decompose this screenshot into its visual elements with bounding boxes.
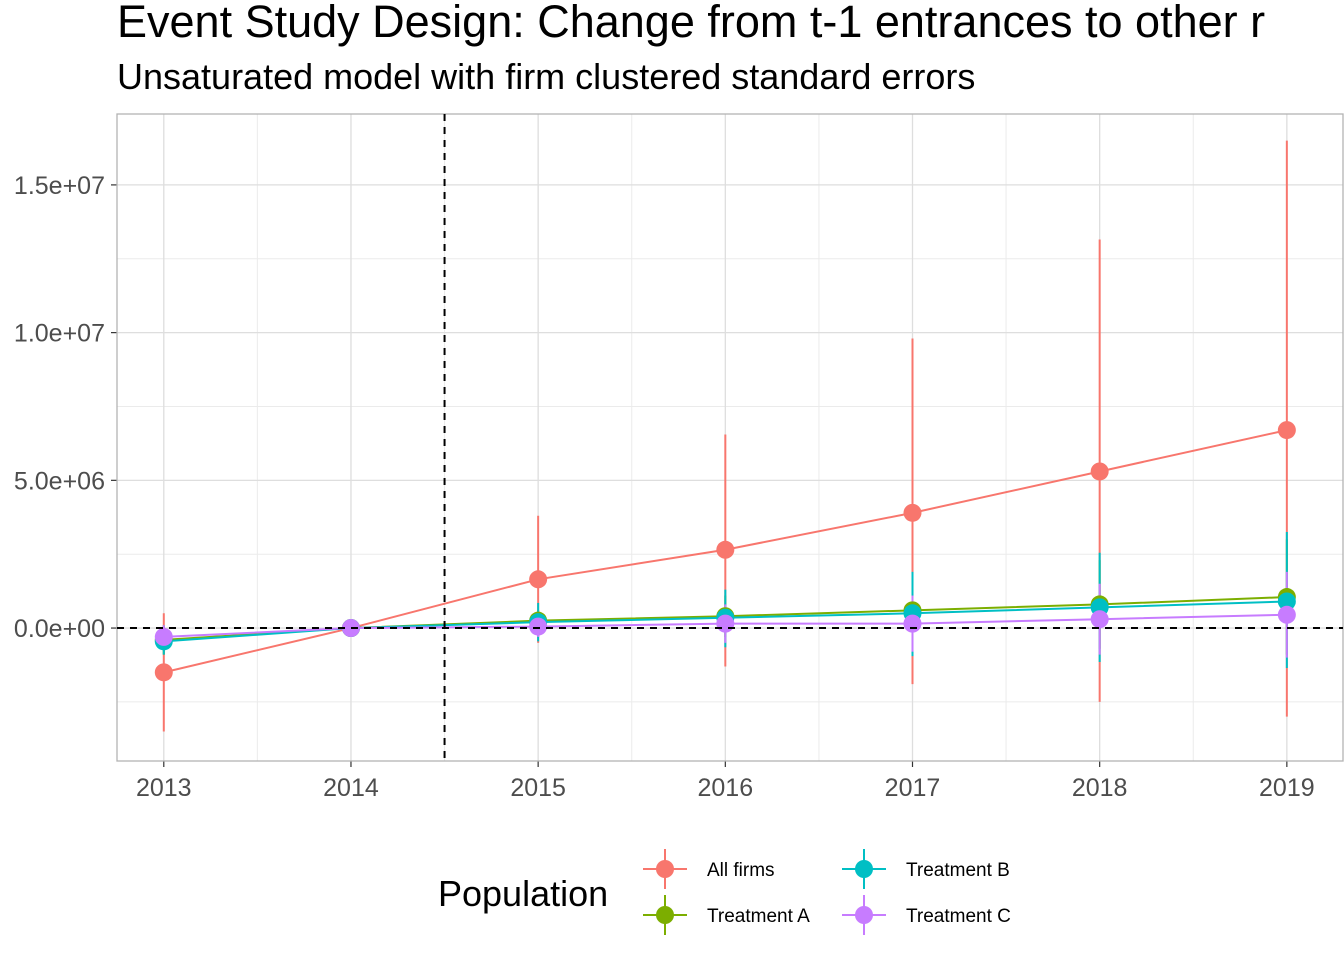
data-point bbox=[716, 540, 735, 559]
legend-key-point bbox=[855, 906, 873, 924]
x-tick-label: 2017 bbox=[885, 774, 941, 802]
legend-label: Treatment B bbox=[906, 860, 1010, 881]
x-tick-label: 2013 bbox=[136, 774, 192, 802]
legend-key-point bbox=[656, 906, 674, 924]
plot-panel bbox=[117, 114, 1343, 761]
y-tick-label: 1.5e+07 bbox=[14, 172, 105, 200]
y-tick-label: 1.0e+07 bbox=[14, 320, 105, 348]
y-tick-label: 5.0e+06 bbox=[14, 467, 105, 495]
data-point bbox=[903, 614, 922, 633]
chart-title: Event Study Design: Change from t-1 entr… bbox=[117, 0, 1266, 47]
legend-title: Population bbox=[438, 873, 608, 914]
legend-label: Treatment C bbox=[906, 906, 1011, 927]
x-tick-label: 2016 bbox=[698, 774, 754, 802]
legend-label: All firms bbox=[707, 860, 775, 881]
plot-border bbox=[116, 113, 1344, 762]
data-point bbox=[1277, 592, 1296, 611]
legend: Population All firms Treatment A Treatment … bbox=[438, 849, 1011, 935]
data-point bbox=[529, 617, 548, 636]
x-tick-label: 2019 bbox=[1259, 774, 1315, 802]
data-point bbox=[1277, 421, 1296, 440]
legend-key-point bbox=[656, 860, 674, 878]
x-tick-label: 2014 bbox=[323, 774, 379, 802]
legend-key bbox=[643, 849, 687, 889]
data-point bbox=[154, 627, 173, 646]
data-point bbox=[529, 570, 548, 589]
data-point bbox=[341, 619, 360, 638]
data-point bbox=[1277, 605, 1296, 624]
data-point bbox=[154, 663, 173, 682]
legend-label: Treatment A bbox=[707, 906, 810, 927]
legend-key bbox=[842, 895, 886, 935]
x-tick-label: 2015 bbox=[510, 774, 566, 802]
legend-key bbox=[643, 895, 687, 935]
data-point bbox=[1090, 462, 1109, 481]
x-tick-label: 2018 bbox=[1072, 774, 1128, 802]
chart-subtitle: Unsaturated model with firm clustered st… bbox=[117, 56, 976, 97]
y-tick-label: 0.0e+00 bbox=[14, 615, 105, 643]
data-point bbox=[903, 503, 922, 522]
data-point bbox=[716, 614, 735, 633]
data-point bbox=[1090, 610, 1109, 629]
legend-key bbox=[842, 849, 886, 889]
legend-key-point bbox=[855, 860, 873, 878]
